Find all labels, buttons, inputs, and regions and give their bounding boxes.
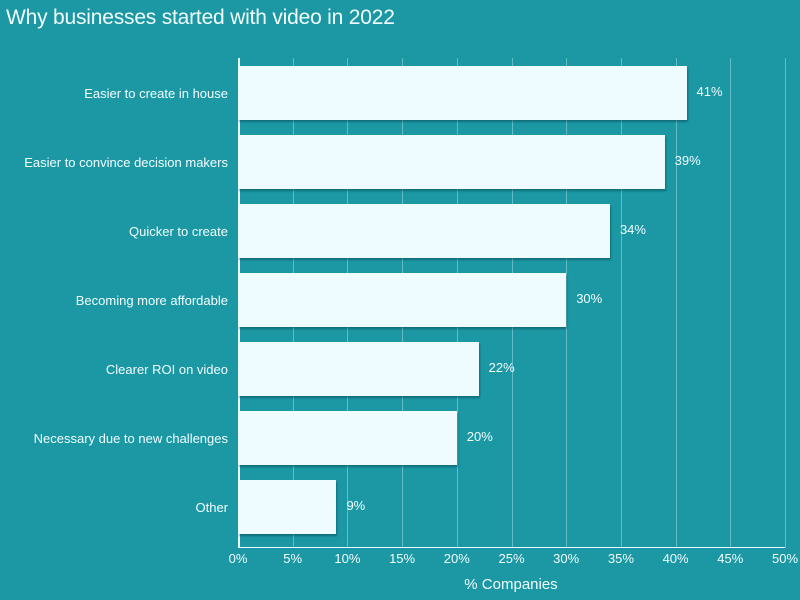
bar-value-label: 34% — [619, 222, 646, 237]
x-tick-label: 15% — [389, 551, 416, 566]
x-tick-label: 30% — [553, 551, 580, 566]
x-tick-label: 50% — [771, 551, 799, 566]
gridline — [675, 58, 677, 548]
bar[interactable] — [238, 66, 687, 120]
gridline — [566, 58, 568, 548]
plot-area: 41% 39% 34% 30% 22% 20% 9% — [238, 58, 786, 548]
category-label: Easier to create in house — [84, 86, 228, 101]
gridline — [785, 58, 786, 548]
category-label: Easier to convince decision makers — [24, 155, 228, 170]
bar[interactable] — [238, 273, 567, 327]
x-axis-line — [238, 546, 785, 548]
bar-value-label: 41% — [696, 84, 723, 99]
bar[interactable] — [238, 411, 457, 465]
bar-value-label: 22% — [488, 360, 515, 375]
chart-title: Why businesses started with video in 202… — [6, 6, 395, 29]
x-tick-label: 5% — [283, 551, 303, 566]
category-label: Quicker to create — [129, 224, 228, 239]
bar[interactable] — [238, 480, 337, 534]
x-axis-label: % Companies — [464, 576, 558, 593]
x-tick-label: 45% — [717, 551, 744, 566]
gridline — [730, 58, 732, 548]
category-label: Necessary due to new challenges — [33, 431, 228, 446]
bar[interactable] — [238, 204, 610, 258]
bar-value-label: 39% — [674, 153, 701, 168]
gridline — [620, 58, 622, 548]
bar-value-label: 30% — [576, 291, 603, 306]
category-label: Clearer ROI on video — [105, 362, 228, 377]
x-tick-label: 35% — [607, 551, 634, 566]
x-tick-label: 10% — [334, 551, 361, 566]
x-tick-label: 0% — [228, 551, 248, 566]
bar[interactable] — [238, 135, 665, 189]
x-tick-label: 25% — [498, 551, 525, 566]
category-label: Other — [195, 500, 228, 515]
x-tick-label: 40% — [662, 551, 689, 566]
category-label: Becoming more affordable — [75, 293, 228, 308]
bar-value-label: 9% — [346, 498, 366, 513]
x-tick-label: 20% — [443, 551, 470, 566]
bar-value-label: 20% — [466, 429, 493, 444]
bar[interactable] — [238, 342, 479, 396]
